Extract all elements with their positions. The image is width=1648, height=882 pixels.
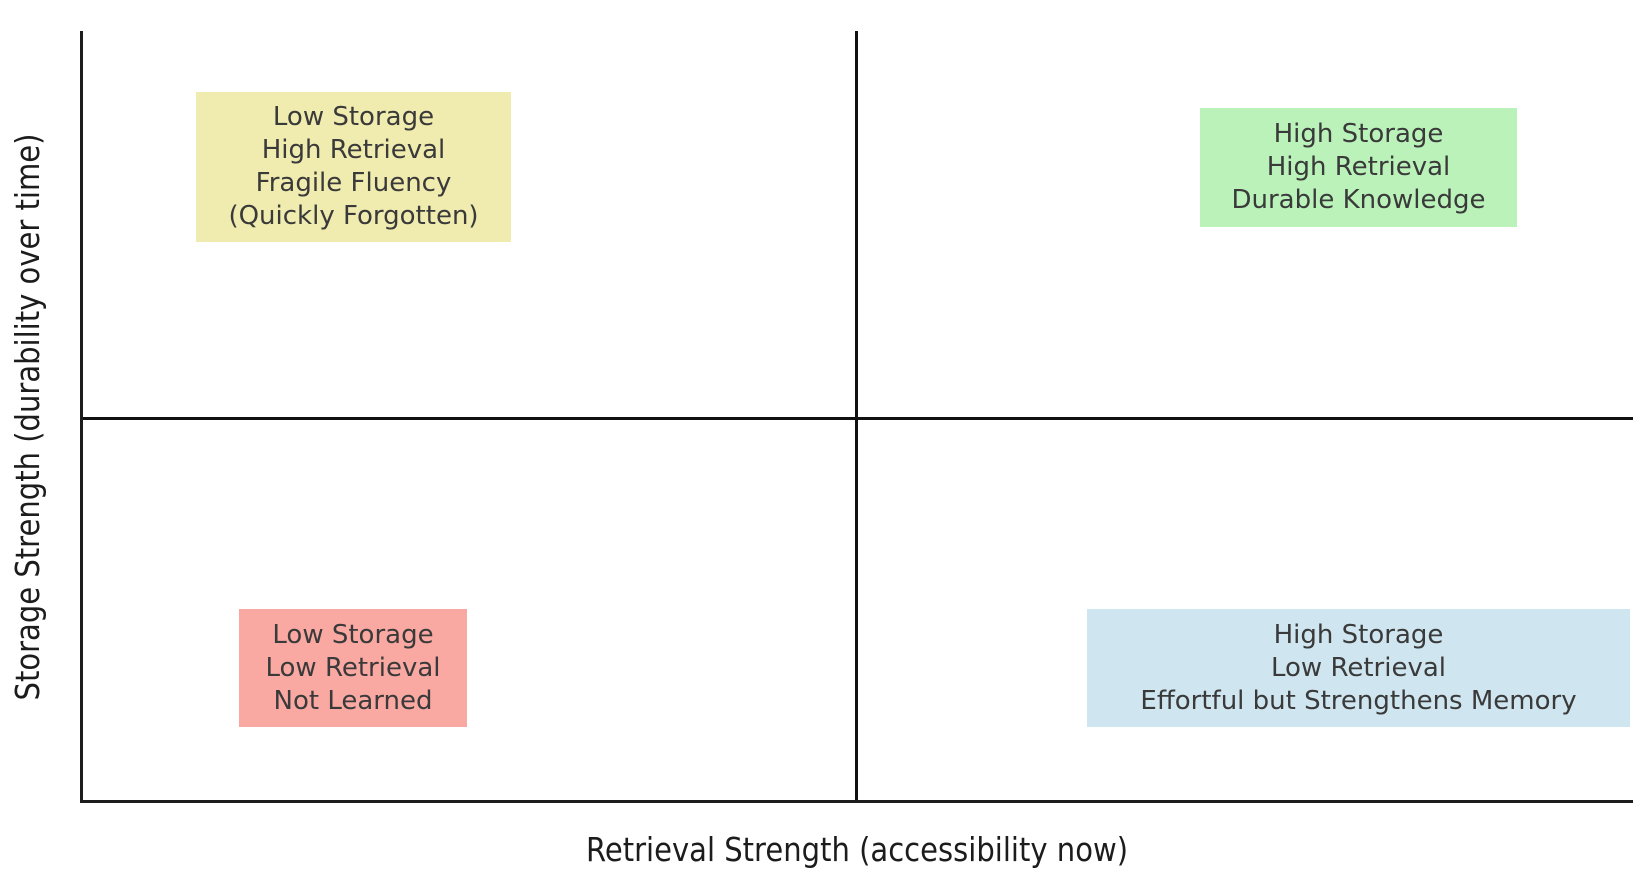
quadrant-box-high-storage-low-retrieval: High Storage Low Retrieval Effortful but… [1087,609,1630,727]
y-axis-label: Storage Strength (durability over time) [7,134,49,701]
quadrant-label-line: Durable Knowledge [1231,185,1486,215]
x-axis-label-text: Retrieval Strength (accessibility now) [585,830,1128,869]
quadrant-label-line: (Quickly Forgotten) [228,201,479,231]
plot-area [80,31,1633,803]
quadrant-label-line: High Storage [1273,119,1444,149]
quadrant-label-line: Low Storage [272,619,434,650]
quadrant-label-line: Fragile Fluency [255,168,452,198]
vertical-midline [855,31,858,800]
quadrant-label-line: Low Retrieval [1270,652,1446,683]
quadrant-label-line: High Storage [1273,619,1444,650]
quadrant-label-line: Effortful but Strengthens Memory [1140,685,1577,716]
quadrant-label-line: High Retrieval [261,135,446,165]
quadrant-label-line: High Retrieval [1266,152,1451,182]
horizontal-midline [83,417,1633,420]
quadrant-label-line: Not Learned [273,685,433,716]
quadrant-box-low-storage-high-retrieval: Low Storage High Retrieval Fragile Fluen… [196,92,511,242]
y-axis-label-text: Storage Strength (durability over time) [8,133,47,701]
quadrant-label-line: Low Storage [272,102,435,132]
quadrant-label-line: Low Retrieval [265,652,441,683]
x-axis-label: Retrieval Strength (accessibility now) [80,829,1633,871]
quadrant-box-low-storage-low-retrieval: Low Storage Low Retrieval Not Learned [239,609,467,727]
quadrant-box-high-storage-high-retrieval: High Storage High Retrieval Durable Know… [1200,108,1517,227]
